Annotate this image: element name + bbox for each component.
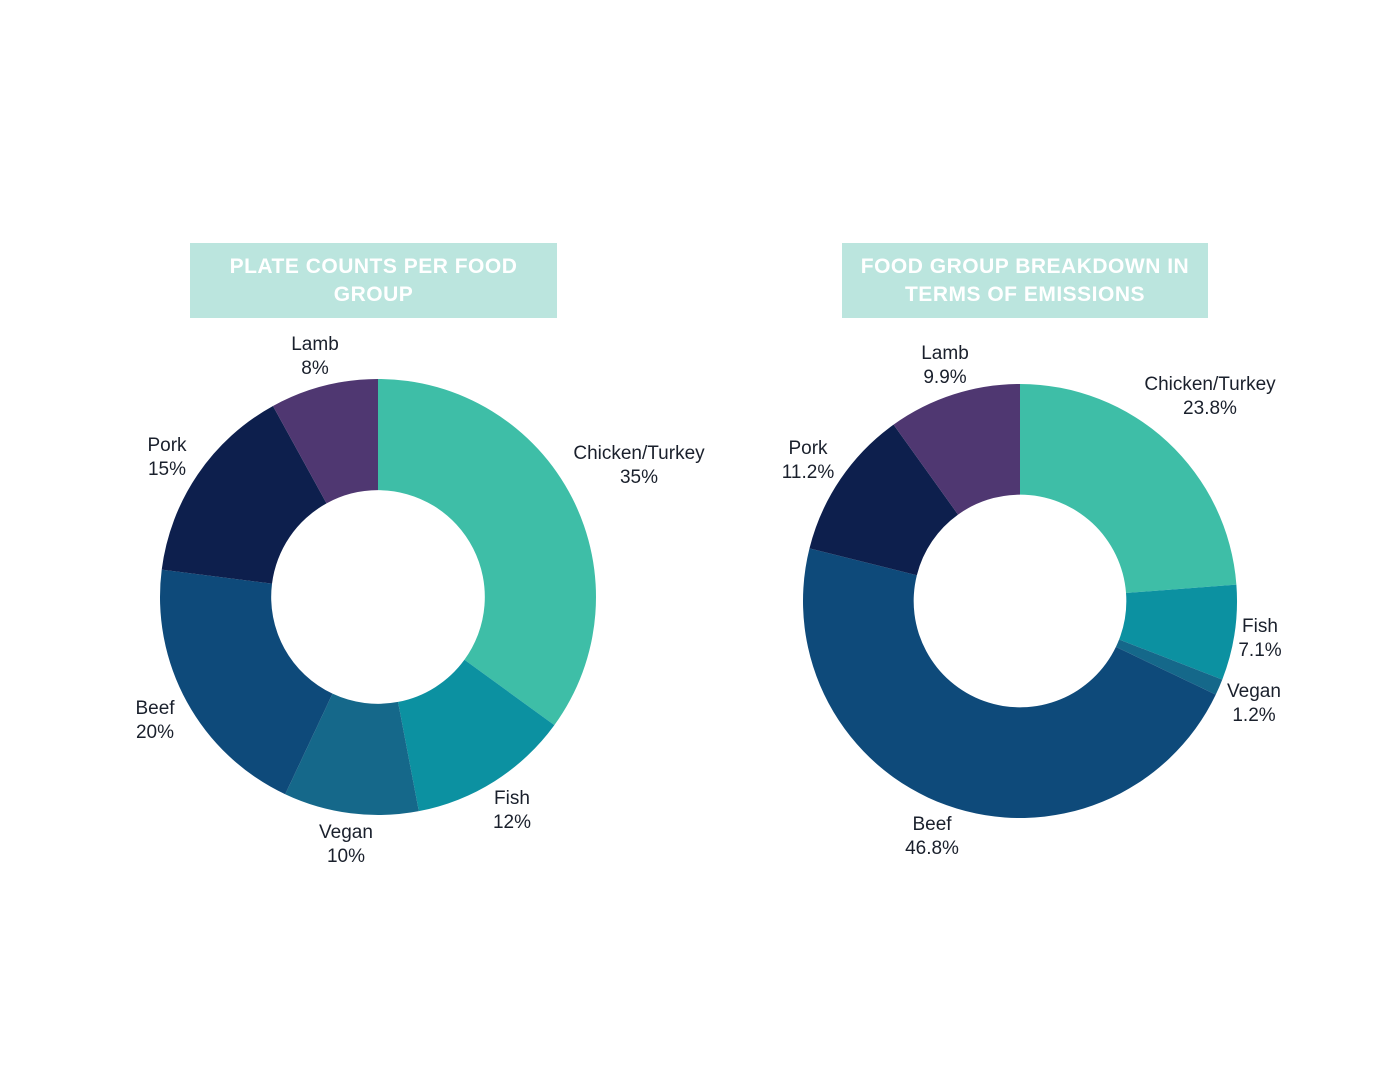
slice-label-value: 1.2% (1232, 705, 1276, 726)
slice-label-pork: Pork 15% (147, 434, 186, 482)
donut-0 (159, 379, 596, 815)
donut-slice-beef (159, 569, 333, 795)
slice-label-category: Fish (494, 788, 530, 809)
slice-label-vegan: Vegan 10% (319, 821, 373, 869)
slice-label-value: 35% (619, 467, 659, 488)
slice-label-value: 12% (492, 812, 532, 833)
slice-label-category: Vegan (319, 822, 373, 843)
donut-slice-pork (809, 424, 959, 576)
slice-label-fish: Fish 7.1% (1238, 615, 1281, 663)
slice-label-lamb: Lamb 8% (291, 333, 339, 381)
slice-label-value: 7.1% (1238, 640, 1282, 661)
donut-slice-beef (802, 548, 1216, 819)
slice-label-category: Fish (1242, 616, 1278, 637)
slice-label-lamb: Lamb 9.9% (921, 342, 969, 390)
slice-label-vegan: Vegan 1.2% (1227, 680, 1281, 728)
slice-label-value: 20% (135, 722, 175, 743)
donut-slice-lamb (272, 379, 378, 504)
chart-title-text: FOOD GROUP BREAKDOWN IN TERMS OF EMISSIO… (860, 254, 1190, 306)
donut-1 (802, 384, 1237, 819)
donut-slice-chicken-turkey (378, 379, 596, 726)
slice-label-value: 11.2% (781, 462, 835, 483)
slice-label-value: 8% (301, 358, 329, 379)
slice-label-category: Beef (135, 698, 175, 719)
slice-label-category: Lamb (291, 334, 339, 355)
donut-slice-fish (398, 659, 555, 812)
slice-label-value: 9.9% (923, 367, 967, 388)
slice-label-value: 10% (326, 846, 366, 867)
slice-label-category: Pork (147, 435, 187, 456)
slice-label-value: 46.8% (905, 838, 959, 859)
donut-slice-lamb (893, 384, 1020, 515)
slice-label-value: 23.8% (1183, 398, 1237, 419)
slice-label-fish: Fish 12% (493, 787, 531, 835)
slice-label-pork: Pork 11.2% (782, 437, 834, 485)
slice-label-category: Vegan (1227, 681, 1281, 702)
slice-label-chicken-turkey: Chicken/Turkey 35% (573, 442, 704, 490)
donut-slice-pork (161, 405, 327, 584)
slice-label-category: Beef (912, 814, 952, 835)
slice-label-value: 15% (147, 459, 187, 480)
chart-title-emissions-breakdown: FOOD GROUP BREAKDOWN IN TERMS OF EMISSIO… (842, 243, 1208, 318)
slice-label-category: Lamb (921, 343, 969, 364)
slice-label-beef: Beef 46.8% (905, 813, 959, 861)
chart-title-text: PLATE COUNTS PER FOOD GROUP (229, 254, 518, 306)
donut-slice-vegan (1115, 639, 1223, 695)
slice-label-category: Pork (788, 438, 828, 459)
slice-label-category: Chicken/Turkey (573, 443, 705, 464)
donut-slice-fish (1119, 584, 1237, 680)
slice-label-chicken-turkey: Chicken/Turkey 23.8% (1144, 373, 1275, 421)
slice-label-beef: Beef 20% (135, 697, 174, 745)
chart-title-plate-counts: PLATE COUNTS PER FOOD GROUP (190, 243, 557, 318)
slice-label-category: Chicken/Turkey (1144, 374, 1276, 395)
donut-slice-vegan (285, 693, 419, 815)
donut-slice-chicken-turkey (1020, 384, 1237, 593)
